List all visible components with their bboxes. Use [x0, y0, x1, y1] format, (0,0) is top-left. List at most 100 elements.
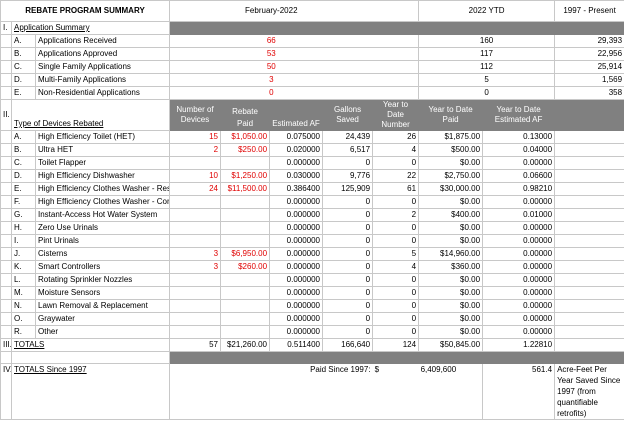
- row-letter: K.: [11, 260, 36, 274]
- ytd-value: 160: [418, 34, 556, 48]
- num-devices: 3: [169, 247, 222, 261]
- col-estimated-af: Estimated AF: [269, 99, 324, 131]
- row-gutter: [0, 47, 12, 61]
- col-rebate-paid: Rebate Paid: [220, 99, 271, 131]
- ytd-af: 0.00000: [482, 234, 556, 248]
- gallons-saved: 0: [322, 273, 374, 287]
- row-letter: I.: [11, 234, 36, 248]
- estimated-af: 0.000000: [269, 312, 324, 326]
- row-letter: E.: [11, 86, 36, 100]
- estimated-af: 0.000000: [269, 221, 324, 235]
- num-devices: [169, 312, 222, 326]
- rebate-paid: [220, 312, 271, 326]
- row-gutter: [0, 221, 12, 235]
- total-devices: 57: [169, 338, 222, 352]
- ytd-paid: $400.00: [418, 208, 484, 222]
- ytd-af: 0.00000: [482, 299, 556, 313]
- row-gutter: [0, 273, 12, 287]
- rebate-paid: $11,500.00: [220, 182, 271, 196]
- since-1997-row: IV. TOTALS Since 1997 Paid Since 1997: $6,4…: [0, 363, 624, 420]
- num-devices: [169, 273, 222, 287]
- section-title: Type of Devices Rebated: [10, 99, 171, 131]
- ytd-value: 117: [418, 47, 556, 61]
- ytd-af: 0.00000: [482, 221, 556, 235]
- ytd-number: 0: [372, 299, 420, 313]
- dollar-sign: $: [372, 363, 419, 420]
- row-label: Ultra HET: [34, 143, 171, 157]
- row-label: Lawn Removal & Replacement: [34, 299, 171, 313]
- estimated-af: 0.000000: [269, 208, 324, 222]
- cell: [169, 351, 624, 364]
- ytd-number: 5: [372, 247, 420, 261]
- row-label: Other: [34, 325, 171, 339]
- ytd-paid: $14,960.00: [418, 247, 484, 261]
- ytd-af: 0.00000: [482, 286, 556, 300]
- estimated-af: 0.000000: [269, 286, 324, 300]
- month-value: 0: [169, 86, 373, 100]
- row-gutter: [0, 60, 12, 74]
- num-devices: [169, 325, 222, 339]
- num-devices: [169, 286, 222, 300]
- rebate-paid: $6,950.00: [220, 247, 271, 261]
- ytd-af: 0.00000: [482, 247, 556, 261]
- row-letter: E.: [11, 182, 36, 196]
- rebate-paid: [220, 286, 271, 300]
- row-gutter: [0, 260, 12, 274]
- cell: [554, 195, 624, 209]
- cell: [554, 286, 624, 300]
- ytd-af: 0.00000: [482, 195, 556, 209]
- ytd-af: 0.04000: [482, 143, 556, 157]
- row-gutter: [0, 169, 12, 183]
- ytd-number: 22: [372, 169, 420, 183]
- gallons-saved: 0: [322, 312, 374, 326]
- device-row: I. Pint Urinals 0.000000 0 0 $0.00 0.00000: [0, 234, 624, 248]
- rebate-paid: [220, 273, 271, 287]
- device-row: G. Instant-Access Hot Water System 0.00000…: [0, 208, 624, 222]
- ytd-number: 0: [372, 221, 420, 235]
- ytd-af: 0.00000: [482, 325, 556, 339]
- gallons-saved: 0: [322, 234, 374, 248]
- cell: [554, 143, 624, 157]
- estimated-af: 0.000000: [269, 325, 324, 339]
- month-value: 3: [169, 73, 373, 87]
- ytd-paid: $0.00: [418, 325, 484, 339]
- section-title: Application Summary: [10, 21, 171, 35]
- ytd-af: 0.00000: [482, 156, 556, 170]
- header-row: REBATE PROGRAM SUMMARY February-2022 202…: [0, 0, 624, 22]
- ytd-number: 4: [372, 143, 420, 157]
- estimated-af: 0.075000: [269, 130, 324, 144]
- cell: [372, 86, 420, 100]
- row-label: Pint Urinals: [34, 234, 171, 248]
- cell: [554, 99, 624, 131]
- cell: [554, 338, 624, 352]
- gallons-saved: 6,517: [322, 143, 374, 157]
- row-gutter: [0, 286, 12, 300]
- ytd-paid: $30,000.00: [418, 182, 484, 196]
- gallons-saved: 0: [322, 299, 374, 313]
- total-af: 0.511400: [269, 338, 324, 352]
- cell: [554, 247, 624, 261]
- estimated-af: 0.386400: [269, 182, 324, 196]
- gallons-saved: 0: [322, 221, 374, 235]
- total-ytd-af: 1.22810: [482, 338, 556, 352]
- row-letter: G.: [11, 208, 36, 222]
- cell: [372, 47, 420, 61]
- row-gutter: [0, 143, 12, 157]
- col-month-header: February-2022: [169, 0, 373, 22]
- application-row: D. Multi-Family Applications 3 5 1,569: [0, 73, 624, 87]
- num-devices: 3: [169, 260, 222, 274]
- paid-since-label: Paid Since 1997:: [169, 363, 373, 420]
- num-devices: 24: [169, 182, 222, 196]
- estimated-af: 0.000000: [269, 260, 324, 274]
- since-label: TOTALS Since 1997: [10, 363, 171, 420]
- totals-row: III. TOTALS 57 $21,260.00 0.511400 166,640 124…: [0, 338, 624, 352]
- rebate-paid: [220, 234, 271, 248]
- cell: [0, 351, 12, 364]
- estimated-af: 0.030000: [269, 169, 324, 183]
- section-number: IV.: [0, 363, 12, 420]
- ytd-number: 4: [372, 260, 420, 274]
- ytd-paid: $1,875.00: [418, 130, 484, 144]
- row-letter: R.: [11, 325, 36, 339]
- rebate-paid: [220, 325, 271, 339]
- device-row: F. High Efficiency Clothes Washer - Com 0.…: [0, 195, 624, 209]
